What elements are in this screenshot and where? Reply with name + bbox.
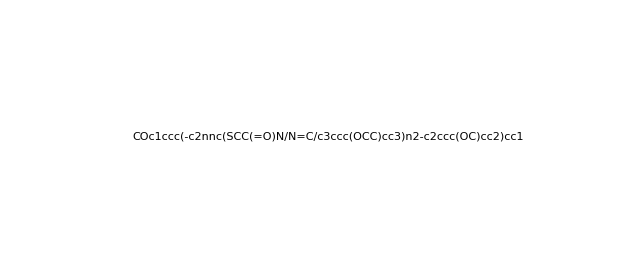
- Text: COc1ccc(-c2nnc(SCC(=O)N/N=C/c3ccc(OCC)cc3)n2-c2ccc(OC)cc2)cc1: COc1ccc(-c2nnc(SCC(=O)N/N=C/c3ccc(OCC)cc…: [132, 131, 524, 141]
